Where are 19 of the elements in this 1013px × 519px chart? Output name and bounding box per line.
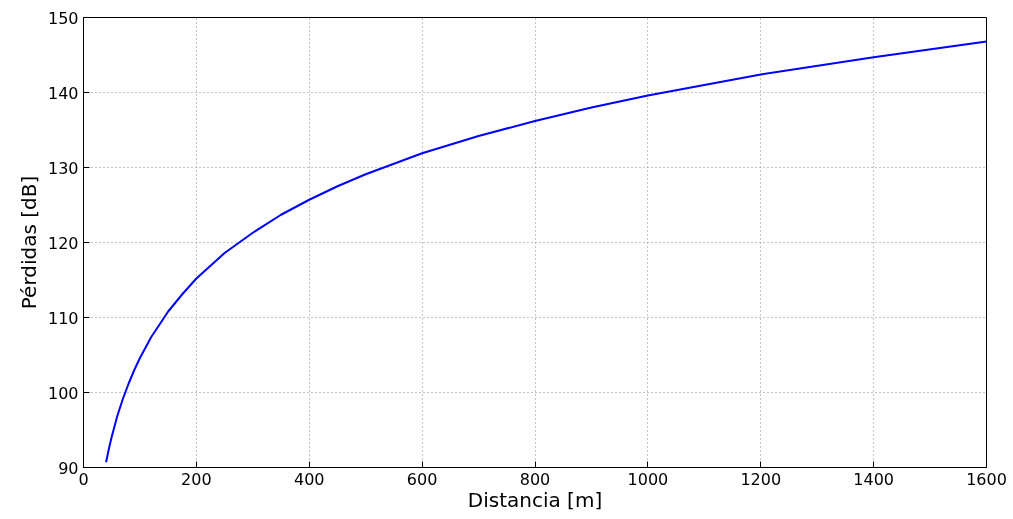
- y-tick-label: 90: [58, 458, 79, 478]
- y-axis-title: Pérdidas [dB]: [16, 175, 41, 310]
- x-tick-label: 0: [78, 469, 89, 489]
- y-tick-label: 150: [47, 8, 79, 28]
- x-tick-label: 800: [519, 469, 551, 489]
- x-tick-label: 400: [293, 469, 325, 489]
- x-tick-label: 600: [406, 469, 438, 489]
- y-tick-label: 130: [47, 158, 79, 178]
- y-tick-label: 140: [47, 83, 79, 103]
- y-tick-label: 120: [47, 233, 79, 253]
- x-axis-title: Distancia [m]: [467, 487, 603, 512]
- x-tick-label: 1600: [966, 469, 1007, 489]
- x-tick-label: 200: [181, 469, 212, 489]
- x-tick-label: 1000: [627, 469, 669, 489]
- x-tick-label: 1400: [853, 469, 894, 489]
- x-tick-label: 1200: [740, 469, 782, 489]
- y-tick-label: 100: [47, 383, 79, 403]
- line-series: [105, 40, 987, 464]
- y-tick-label: 110: [47, 308, 79, 328]
